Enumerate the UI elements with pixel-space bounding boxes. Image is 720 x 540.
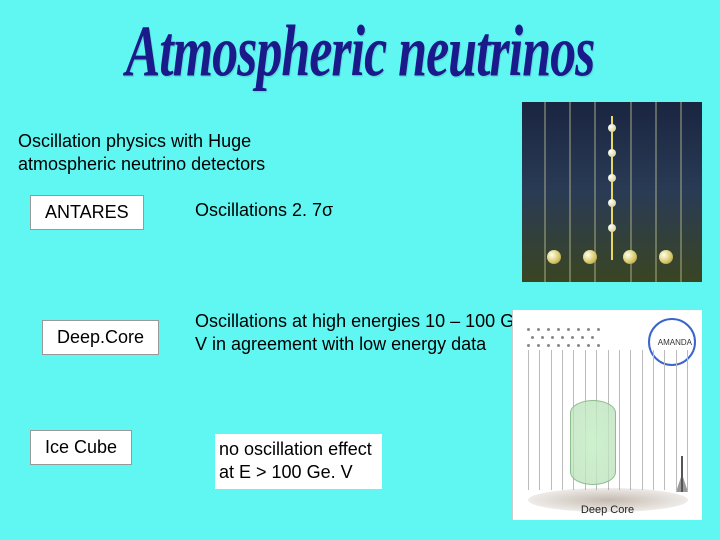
- label-antares: ANTARES: [30, 195, 144, 230]
- amanda-label: AMANDA: [658, 338, 692, 347]
- eiffel-scale-icon: [674, 456, 690, 492]
- deepcore-label: Deep Core: [581, 504, 634, 516]
- dot-grid-icon: [519, 326, 639, 352]
- label-deepcore: Deep.Core: [42, 320, 159, 355]
- detector-illustration-bottom: AMANDA Deep Core: [512, 310, 702, 520]
- subtitle-line-2: atmospheric neutrino detectors: [18, 154, 265, 174]
- desc-icecube-line2: at E > 100 Ge. V: [219, 462, 353, 482]
- slide-title-wrap: Atmospheric neutrinos: [0, 0, 720, 94]
- detector-illustration-top: [522, 102, 702, 282]
- label-icecube: Ice Cube: [30, 430, 132, 465]
- subtitle-line-1: Oscillation physics with Huge: [18, 131, 251, 151]
- deepcore-volume-icon: [570, 400, 616, 485]
- subtitle: Oscillation physics with Huge atmospheri…: [18, 130, 265, 175]
- desc-icecube: no oscillation effect at E > 100 Ge. V: [215, 434, 525, 489]
- desc-antares: Oscillations 2. 7σ: [195, 199, 535, 222]
- slide-title: Atmospheric neutrinos: [0, 11, 720, 94]
- desc-icecube-line1: no oscillation effect: [219, 439, 372, 459]
- desc-deepcore: Oscillations at high energies 10 – 100 G…: [195, 310, 535, 355]
